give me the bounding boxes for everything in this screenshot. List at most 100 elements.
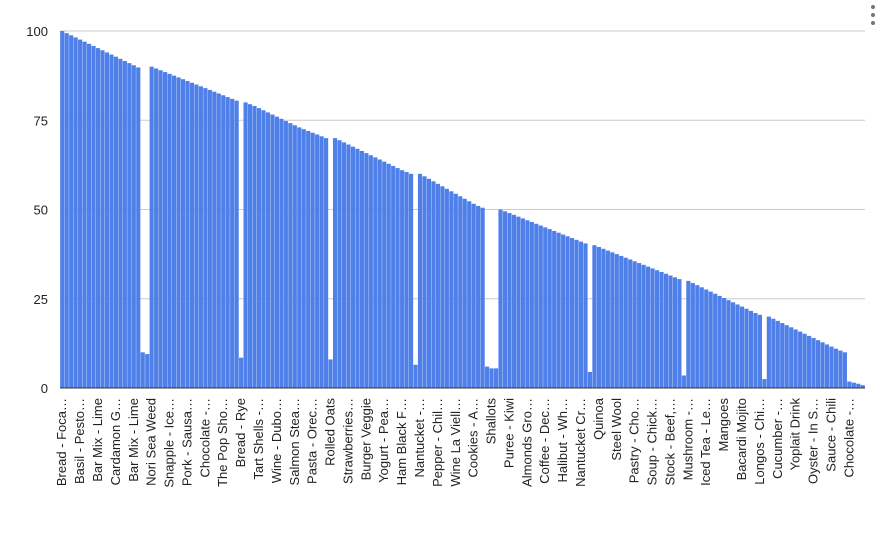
x-tick-label: Nori Sea Weed [144,398,159,486]
bar [180,79,186,388]
bar [462,198,467,388]
bar [413,364,418,388]
x-tick-label: Bar Mix - Lime [90,398,105,482]
bar [807,335,812,388]
bar [601,248,606,388]
bar [122,60,127,388]
bar [444,188,449,388]
bar [247,104,253,388]
bar [163,72,168,389]
bar [417,173,423,388]
bar [265,112,271,389]
x-tick-label: Bread - Foca… [54,398,69,486]
bar [511,214,517,388]
bar [681,375,686,388]
x-tick-label: Puree - Kiwi [501,398,516,468]
bar [605,250,610,388]
bar [458,196,463,388]
bar [820,342,825,388]
bar [739,306,745,388]
bar [408,173,414,388]
bar [104,52,110,389]
bar [592,245,597,388]
bar [713,293,718,388]
y-tick-label: 75 [34,113,48,128]
bar [73,37,78,389]
bar [194,84,199,389]
bar [789,327,794,388]
x-tick-label: Wine - Dubo… [269,398,284,483]
x-tick-label: Halibut - Wh… [555,398,570,483]
bar [256,108,262,388]
x-tick-label: Mangoes [716,398,731,452]
x-tick-label: Coffee - Dec… [537,398,552,484]
menu-button[interactable] [871,5,875,25]
bar [672,277,678,388]
bar [131,65,136,388]
bar [516,216,521,388]
bar [766,316,771,388]
bar [722,298,727,388]
bar [757,314,762,388]
bar [315,134,320,388]
bar [833,348,839,388]
bar [346,144,351,388]
bars [60,31,865,389]
bar [359,150,364,388]
x-tick-label: Soup - Chick… [645,398,660,485]
bar [704,289,709,388]
bar [145,354,150,388]
x-tick-label: Ham Black F… [394,398,409,485]
bar [319,136,324,388]
bar [838,350,843,388]
bar [534,223,539,388]
bar [221,95,226,388]
bar [851,382,856,388]
x-tick-label: Quinoa [591,397,606,440]
bar [216,93,221,388]
menu-dot [871,5,875,9]
bar [310,132,315,388]
bar [100,50,105,388]
x-tick-label: The Pop Sho… [215,398,230,487]
bar [574,239,579,388]
bar [440,186,445,388]
bar [659,271,664,388]
bar [368,155,373,388]
bar [288,123,293,388]
bar [793,329,798,388]
bar [377,159,382,388]
x-tick-label: Cardamon G… [108,398,123,485]
bar [596,246,601,388]
x-tick-label: Oyster - In S… [806,398,821,484]
bar [842,352,847,388]
bar [270,114,275,389]
bar [60,31,65,388]
bar [677,279,682,388]
bar [619,255,624,388]
bar [386,163,391,388]
bar [695,285,700,388]
bar [158,70,163,389]
bar [274,116,279,389]
bar [404,172,409,388]
bar [176,77,181,388]
bar [847,381,852,388]
bar [185,80,190,388]
bar [355,148,360,388]
x-tick-label: Cookies - A… [466,398,481,477]
bar [717,295,722,388]
x-tick-label: Basil - Pesto… [72,398,87,484]
bar [337,140,342,388]
bar [543,227,548,388]
bar [400,170,405,388]
bar [207,89,212,388]
bar [565,236,570,388]
x-tick-label: Almonds Gro… [519,398,534,487]
bar [771,318,776,388]
bar [784,325,789,388]
x-tick-label: Shallots [484,398,499,445]
bar [86,43,92,389]
bar [780,323,785,388]
bar [829,346,834,388]
